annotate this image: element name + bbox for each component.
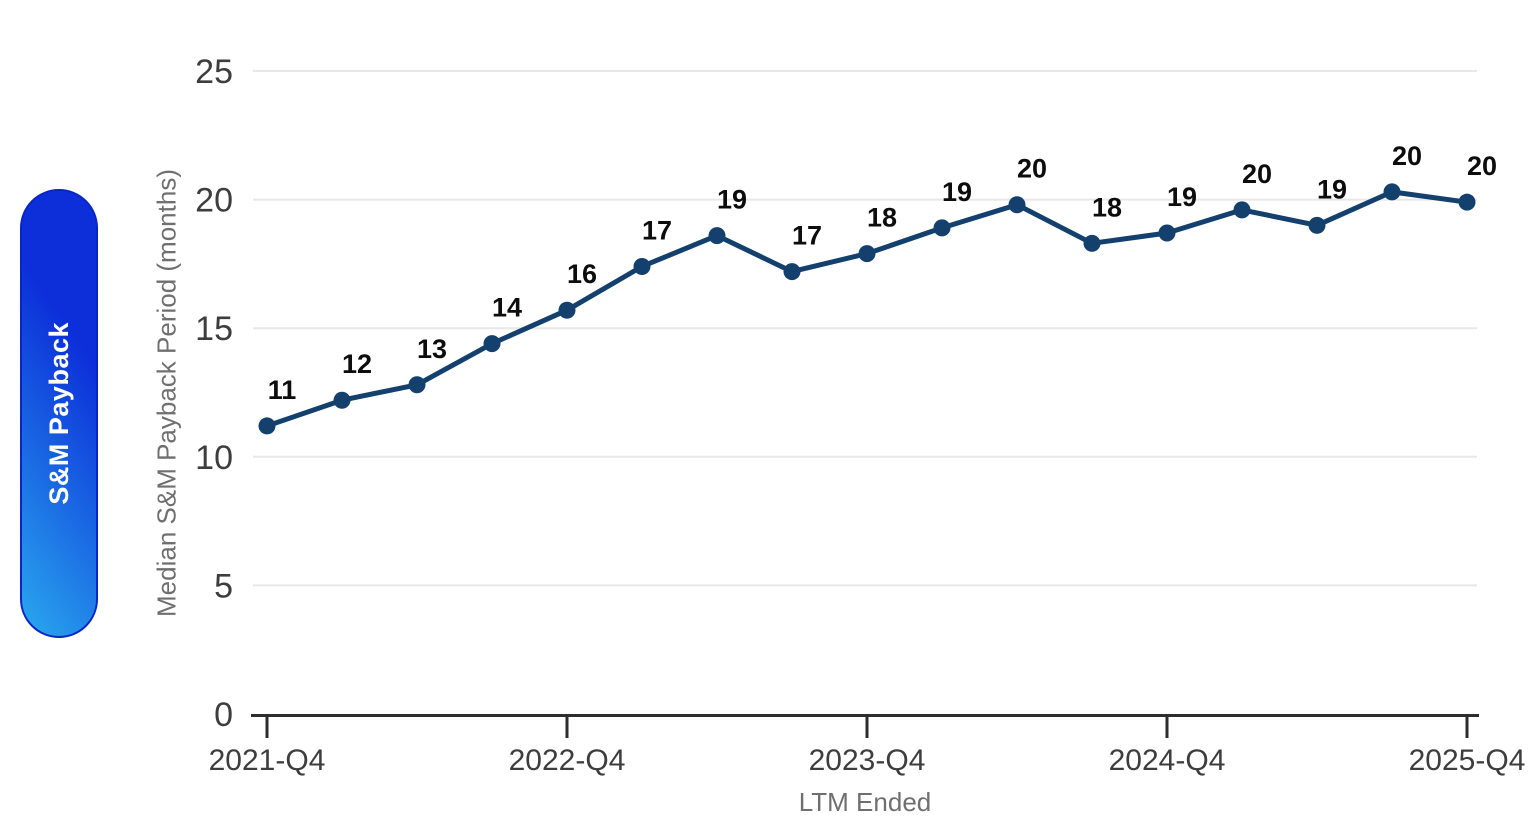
data-point-label: 20: [1467, 151, 1497, 181]
x-tick-label: 2023-Q4: [809, 744, 926, 777]
data-point-label: 13: [417, 334, 447, 364]
data-point[interactable]: [1158, 224, 1176, 242]
data-point-label: 19: [1167, 182, 1197, 212]
data-point-label: 17: [642, 215, 672, 245]
data-point[interactable]: [708, 227, 726, 245]
y-tick-label: 25: [195, 53, 233, 91]
data-point-label: 11: [268, 375, 297, 405]
x-tick-label: 2021-Q4: [209, 744, 326, 777]
data-point-label: 20: [1392, 141, 1422, 171]
data-point-label: 19: [1317, 174, 1347, 204]
y-tick-label: 20: [195, 182, 233, 220]
data-point[interactable]: [1383, 183, 1401, 201]
data-point-label: 17: [792, 221, 822, 251]
y-tick-label: 0: [214, 696, 233, 734]
data-point[interactable]: [258, 417, 276, 435]
data-point-label: 14: [492, 293, 522, 323]
data-point-label: 12: [342, 349, 372, 379]
data-point-label: 20: [1017, 154, 1047, 184]
data-point[interactable]: [858, 245, 876, 263]
data-point[interactable]: [483, 335, 501, 353]
data-point-label: 16: [567, 259, 597, 289]
y-tick-label: 5: [214, 567, 233, 605]
y-tick-label: 10: [195, 439, 233, 477]
data-point-label: 18: [867, 203, 897, 233]
data-point-label: 18: [1092, 192, 1122, 222]
data-point[interactable]: [1008, 196, 1026, 214]
data-point-label: 19: [942, 177, 972, 207]
y-tick-label: 15: [195, 310, 233, 348]
sm-payback-badge[interactable]: S&M Payback: [20, 189, 98, 638]
x-tick-label: 2022-Q4: [509, 744, 626, 777]
data-point-label: 19: [717, 185, 747, 215]
data-point[interactable]: [1083, 234, 1101, 252]
x-axis-title: LTM Ended: [798, 787, 932, 817]
data-point[interactable]: [1233, 201, 1251, 219]
data-point[interactable]: [558, 301, 576, 319]
data-point[interactable]: [408, 376, 426, 394]
x-tick-label: 2024-Q4: [1109, 744, 1226, 777]
data-point[interactable]: [1458, 193, 1476, 211]
x-tick-label: 2025-Q4: [1409, 744, 1526, 777]
data-point[interactable]: [1308, 216, 1326, 234]
data-point-label: 20: [1242, 159, 1272, 189]
data-point[interactable]: [783, 263, 801, 281]
data-point[interactable]: [933, 219, 951, 237]
data-point[interactable]: [333, 391, 351, 409]
data-point[interactable]: [633, 257, 651, 275]
